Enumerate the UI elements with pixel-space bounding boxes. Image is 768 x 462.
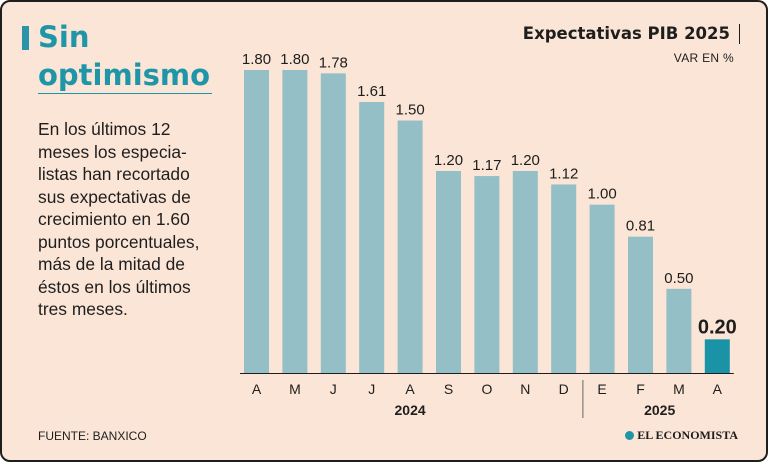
x-tick-label-4: A [405, 381, 415, 397]
headline: Sin optimismo [38, 18, 218, 94]
x-tick-label-8: D [559, 381, 569, 397]
bar-8 [551, 184, 577, 373]
bar-0 [244, 70, 269, 373]
bar-7 [512, 171, 538, 373]
logo-text: EL ECONOMISTA [637, 428, 738, 442]
bar-value-label-2: 1.78 [319, 54, 348, 71]
bar-9 [589, 204, 615, 373]
title-separator [739, 24, 740, 44]
bar-3 [359, 101, 385, 373]
description-text: En los últimos 12 meses los especia- lis… [38, 119, 200, 319]
headline-accent-bar [22, 26, 29, 50]
bar-value-label-0: 1.80 [242, 51, 271, 68]
year-label-1: 2025 [644, 402, 675, 418]
bar-10 [628, 236, 653, 373]
source-note: FUENTE: BANXICO [38, 429, 147, 443]
bar-value-label-1: 1.80 [280, 51, 309, 68]
x-tick-label-6: O [481, 381, 492, 397]
headline-line-2: optimismo [38, 58, 211, 92]
logo-dot-icon [625, 431, 635, 440]
bar-5 [436, 171, 461, 373]
chart-title: Expectativas PIB 2025 [522, 24, 730, 43]
bar-6 [474, 176, 500, 373]
bar-4 [397, 120, 423, 373]
bar-value-label-7: 1.20 [511, 152, 540, 169]
unit-label: VAR EN % [673, 51, 734, 65]
x-tick-label-3: J [368, 381, 375, 397]
year-label-0: 2024 [395, 402, 426, 418]
x-tick-label-0: A [252, 381, 262, 397]
bars-group: 1.80 1.80 1.78 1.61 1.50 1.20 1.17 1.20 1.12 1.00… [242, 51, 737, 373]
bar-value-label-5: 1.20 [434, 152, 463, 169]
x-tick-label-1: M [289, 381, 301, 397]
bar-2 [320, 73, 346, 373]
x-tick-label-12: A [713, 381, 723, 397]
bar-value-label-8: 1.12 [549, 165, 578, 182]
x-tick-label-11: M [673, 381, 685, 397]
bar-value-label-6: 1.17 [472, 157, 501, 174]
bar-value-label-3: 1.61 [357, 83, 386, 100]
x-axis: A M J J A S O N D E F M A 2024 2025 [240, 373, 734, 418]
bar-value-label-4: 1.50 [395, 102, 424, 119]
x-tick-label-5: S [444, 381, 453, 397]
bar-1 [282, 70, 308, 373]
x-tick-label-10: F [636, 381, 645, 397]
publisher-logo: EL ECONOMISTA [625, 428, 738, 443]
headline-divider [38, 93, 212, 94]
bar-12 [704, 339, 730, 373]
bar-value-label-12: 0.20 [698, 316, 737, 338]
bar-11 [666, 288, 692, 373]
bar-value-label-11: 0.50 [664, 270, 693, 287]
x-tick-label-2: J [330, 381, 337, 397]
bar-value-label-10: 0.81 [626, 218, 655, 235]
bar-value-label-9: 1.00 [587, 186, 616, 203]
x-tick-label-9: E [597, 381, 606, 397]
x-tick-label-7: N [520, 381, 530, 397]
headline-line-1: Sin [38, 20, 90, 54]
